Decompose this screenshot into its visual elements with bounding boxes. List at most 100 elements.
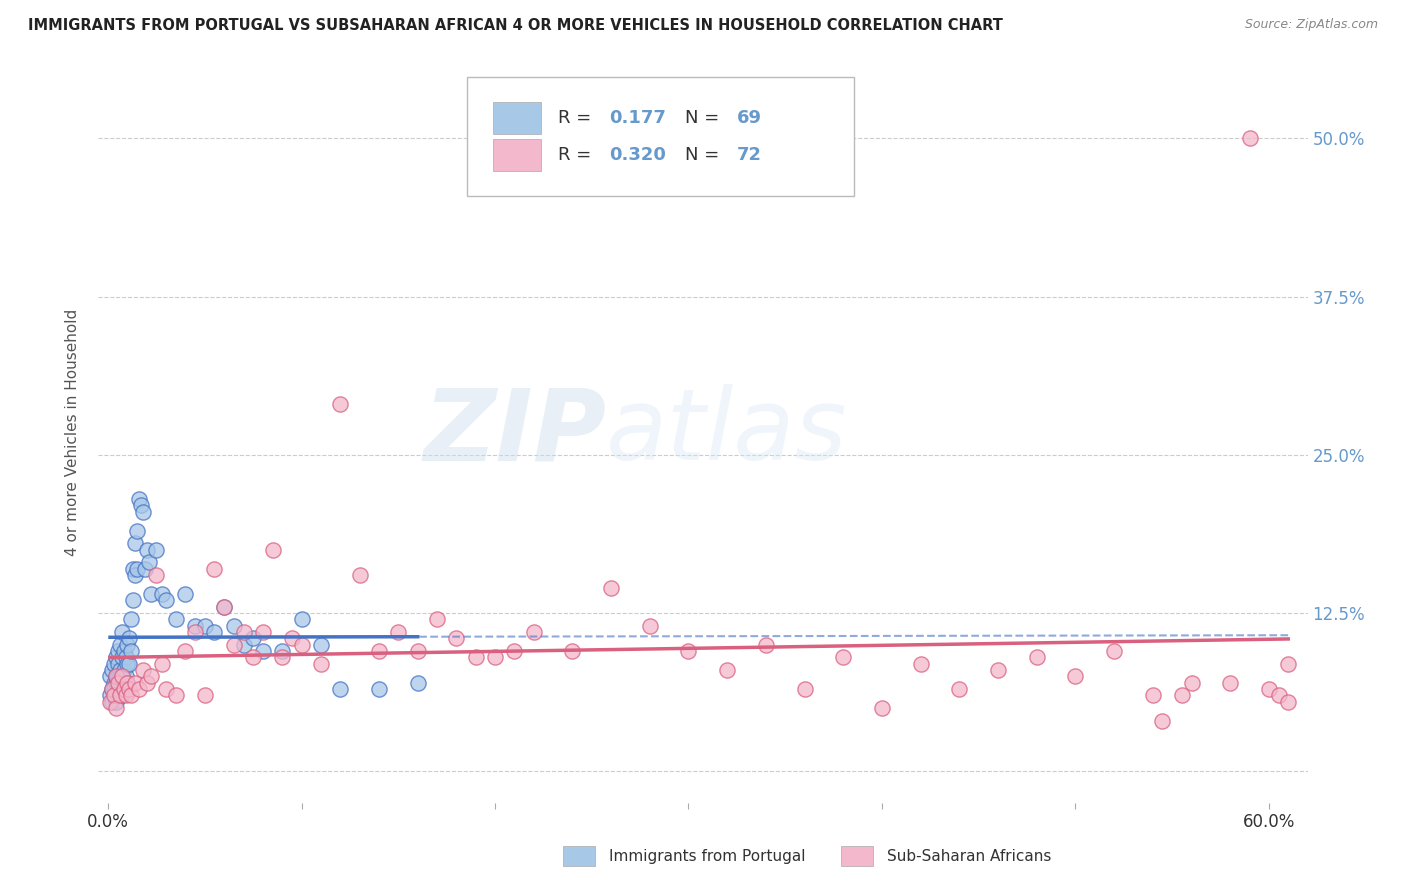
Point: [252, 644, 274, 658]
Point: [114, 669, 136, 683]
Point: [484, 650, 506, 665]
Point: [987, 663, 1010, 677]
Point: [232, 624, 254, 639]
Point: [114, 688, 136, 702]
Point: [242, 632, 264, 646]
Point: [111, 650, 134, 665]
Text: atlas: atlas: [606, 384, 848, 481]
Point: [108, 669, 131, 683]
Point: [127, 562, 149, 576]
Point: [111, 669, 134, 683]
Point: [150, 587, 173, 601]
Point: [1171, 688, 1194, 702]
Point: [755, 638, 778, 652]
Point: [111, 669, 134, 683]
Point: [103, 688, 125, 702]
Point: [112, 681, 135, 696]
Text: R =: R =: [558, 109, 598, 127]
Point: [222, 638, 245, 652]
Point: [387, 624, 409, 639]
Point: [309, 638, 332, 652]
Point: [194, 618, 217, 632]
Point: [103, 681, 125, 696]
Point: [117, 675, 139, 690]
Point: [111, 624, 134, 639]
Point: [271, 644, 294, 658]
Point: [118, 657, 141, 671]
Point: [600, 581, 623, 595]
Point: [128, 491, 150, 506]
Point: [184, 624, 207, 639]
Point: [112, 663, 135, 677]
Point: [132, 663, 155, 677]
Point: [107, 681, 129, 696]
Point: [204, 562, 226, 576]
Point: [503, 644, 526, 658]
Point: [194, 688, 217, 702]
Point: [118, 681, 141, 696]
Point: [124, 675, 146, 690]
Point: [122, 562, 145, 576]
Point: [212, 599, 235, 614]
Point: [150, 657, 173, 671]
Point: [165, 612, 187, 626]
Point: [117, 657, 139, 671]
Point: [101, 681, 124, 696]
Point: [309, 657, 332, 671]
Point: [98, 688, 121, 702]
Point: [101, 681, 124, 696]
Point: [368, 644, 391, 658]
Point: [406, 644, 429, 658]
Point: [135, 542, 157, 557]
Point: [98, 669, 121, 683]
Text: IMMIGRANTS FROM PORTUGAL VS SUBSAHARAN AFRICAN 4 OR MORE VEHICLES IN HOUSEHOLD C: IMMIGRANTS FROM PORTUGAL VS SUBSAHARAN A…: [28, 18, 1002, 33]
Point: [117, 638, 139, 652]
Point: [124, 568, 146, 582]
Point: [104, 675, 127, 690]
Point: [101, 694, 124, 708]
Point: [406, 675, 429, 690]
Text: R =: R =: [558, 146, 598, 164]
Point: [910, 657, 932, 671]
Point: [107, 688, 129, 702]
Point: [114, 650, 136, 665]
Point: [678, 644, 700, 658]
Point: [108, 681, 131, 696]
Point: [103, 657, 125, 671]
Point: [174, 644, 197, 658]
Point: [184, 618, 207, 632]
Point: [104, 669, 127, 683]
Point: [135, 675, 157, 690]
Point: [128, 681, 150, 696]
Point: [716, 663, 738, 677]
Point: [118, 632, 141, 646]
Y-axis label: 4 or more Vehicles in Household: 4 or more Vehicles in Household: [65, 309, 80, 557]
Point: [139, 587, 162, 601]
Point: [1257, 681, 1279, 696]
Point: [242, 650, 264, 665]
FancyBboxPatch shape: [492, 102, 541, 135]
Point: [139, 669, 162, 683]
Point: [108, 663, 131, 677]
Point: [212, 599, 235, 614]
Point: [155, 681, 177, 696]
FancyBboxPatch shape: [562, 847, 595, 866]
FancyBboxPatch shape: [841, 847, 873, 866]
Point: [155, 593, 177, 607]
Text: Sub-Saharan Africans: Sub-Saharan Africans: [887, 848, 1052, 863]
Point: [174, 587, 197, 601]
Point: [101, 663, 124, 677]
Point: [222, 618, 245, 632]
Text: 0.320: 0.320: [609, 146, 665, 164]
Point: [948, 681, 970, 696]
Point: [349, 568, 371, 582]
Point: [112, 681, 135, 696]
Text: 69: 69: [737, 109, 762, 127]
Point: [127, 524, 149, 538]
Point: [252, 624, 274, 639]
Point: [138, 555, 160, 569]
Point: [1152, 714, 1174, 728]
Point: [290, 612, 312, 626]
Point: [129, 499, 152, 513]
Point: [107, 657, 129, 671]
